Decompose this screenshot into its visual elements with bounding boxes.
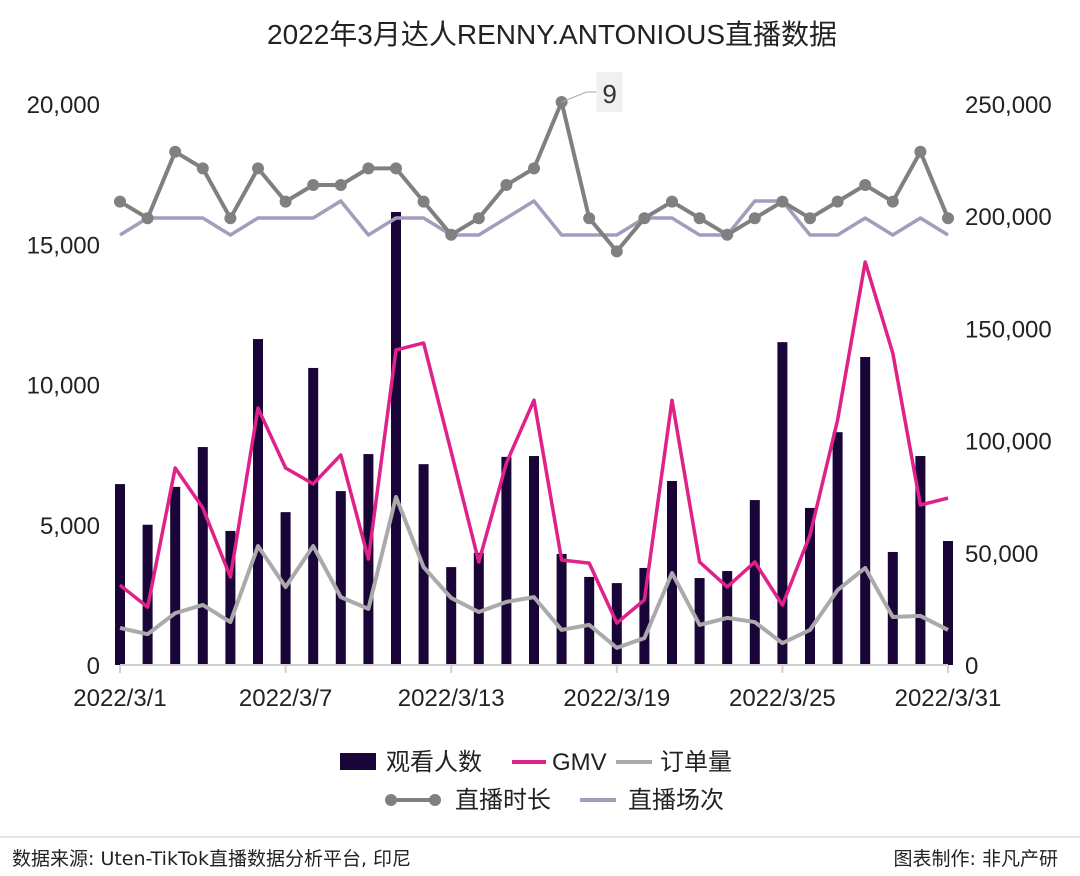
duration-marker (224, 212, 237, 225)
x-tick-label: 2022/3/25 (729, 685, 836, 712)
right-tick-label: 50,000 (965, 541, 1038, 568)
left-tick-label: 10,000 (27, 373, 100, 400)
duration-marker (252, 162, 264, 175)
duration-marker (417, 195, 430, 208)
bar-viewers (860, 357, 871, 665)
bar-viewers (915, 456, 926, 665)
bar-viewers (584, 576, 595, 665)
bar-viewers (639, 567, 650, 665)
duration-marker (693, 212, 706, 225)
line-sessions (119, 199, 949, 237)
legend-label: 直播场次 (628, 787, 724, 814)
line-gmv (118, 260, 949, 625)
legend-marker (385, 794, 397, 806)
duration-marker (610, 245, 623, 258)
left-tick-label: 0 (87, 653, 100, 680)
chart-title: 2022年3月达人RENNY.ANTONIOUS直播数据 (267, 19, 837, 50)
duration-marker (859, 179, 872, 191)
duration-marker (307, 179, 320, 191)
right-tick-label: 150,000 (965, 316, 1052, 343)
legend-label: GMV (552, 749, 607, 776)
line-orders (119, 494, 949, 650)
duration-marker (362, 162, 375, 175)
bar-viewers (225, 530, 236, 665)
bar-viewers (253, 339, 263, 665)
chart-credit: 图表制作: 非凡产研 (893, 848, 1058, 870)
duration-marker (748, 212, 761, 225)
legend-label: 观看人数 (386, 749, 482, 776)
x-tick-label: 2022/3/7 (239, 685, 332, 712)
data-source: 数据来源: Uten-TikTok直播数据分析平台, 印尼 (12, 848, 412, 870)
bar-viewers (170, 486, 181, 665)
duration-marker (528, 162, 540, 175)
duration-marker (500, 179, 513, 191)
bar-viewers (446, 567, 457, 665)
bar-viewers (197, 447, 208, 665)
duration-marker (831, 195, 844, 208)
duration-marker (666, 195, 678, 208)
x-tick-label: 2022/3/19 (563, 685, 670, 712)
right-tick-label: 100,000 (965, 429, 1052, 456)
bar-viewers (943, 541, 953, 665)
bar-viewers (529, 456, 539, 665)
duration-marker (445, 228, 458, 241)
duration-marker (472, 212, 485, 225)
bar-viewers (556, 553, 567, 665)
left-tick-label: 5,000 (40, 513, 100, 540)
bar-viewers (391, 211, 401, 665)
x-tick-label: 2022/3/31 (895, 685, 1002, 712)
annotation-leader (561, 91, 597, 103)
left-tick-label: 15,000 (27, 232, 100, 259)
line-duration (118, 100, 950, 254)
bar-viewers (473, 552, 484, 665)
legend-label: 直播时长 (455, 787, 551, 814)
duration-marker (279, 195, 292, 208)
bar-viewers (777, 342, 788, 665)
bar-viewers (308, 367, 319, 665)
duration-marker (942, 212, 954, 225)
duration-marker (886, 195, 899, 208)
duration-marker (334, 179, 347, 191)
right-tick-label: 200,000 (965, 204, 1052, 231)
duration-marker (721, 228, 734, 241)
duration-marker (114, 195, 126, 208)
duration-marker (638, 212, 651, 225)
bar-viewers (335, 491, 346, 665)
bar-viewers (805, 507, 815, 665)
bar-viewers (832, 432, 843, 665)
left-tick-label: 20,000 (27, 92, 100, 119)
bar-viewers (115, 484, 125, 665)
footer: 数据来源: Uten-TikTok直播数据分析平台, 印尼 图表制作: 非凡产研 (0, 836, 1080, 876)
right-tick-label: 0 (965, 653, 978, 680)
duration-marker (583, 212, 596, 225)
duration-marker (804, 212, 816, 225)
bar-viewers (501, 456, 512, 665)
legend-label: 订单量 (660, 749, 732, 776)
legend-marker (429, 794, 441, 806)
x-tick-label: 2022/3/1 (73, 685, 166, 712)
annotation-box (596, 72, 623, 112)
duration-marker (141, 212, 154, 225)
right-tick-label: 250,000 (965, 92, 1052, 119)
duration-marker (169, 145, 182, 158)
duration-marker (914, 145, 927, 158)
chart: 2022年3月达人RENNY.ANTONIOUS直播数据 9 0 5,000 10,… (27, 19, 1052, 814)
x-tick-label: 2022/3/13 (398, 685, 505, 712)
bar-viewers (142, 524, 153, 665)
bar-viewers (749, 500, 760, 665)
duration-marker (196, 162, 209, 175)
bar-viewers (887, 551, 898, 665)
duration-marker (390, 162, 402, 175)
duration-marker (776, 195, 789, 208)
annotation-label: 9 (602, 79, 616, 109)
legend-swatch-viewers (340, 753, 376, 770)
